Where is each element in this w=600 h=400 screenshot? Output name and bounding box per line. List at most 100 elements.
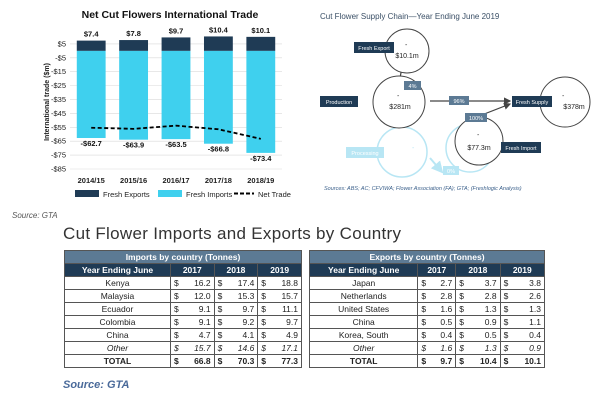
table-row: China $0.5 $0.9 $1.1 [308,315,545,329]
data-label-exports: $10.4 [209,25,229,34]
data-label-exports: $7.4 [84,30,99,39]
faded-link-2 [429,157,444,174]
value-cell: 0.4 [430,328,457,342]
currency-cell: $ [213,289,227,303]
data-labels: $7.4 -$62.7 $7.8 -$63.9 $9.7 -$63.5 $10.4 -$66.… [81,25,273,162]
exports-col-label: Year Ending June [308,263,419,277]
value-cell: 18.8 [270,276,303,290]
x-tick-label: 2014/15 [78,176,105,185]
imports-col-label: Year Ending June [64,263,171,277]
currency-cell: $ [499,276,513,290]
bar-fresh-exports [76,40,106,51]
currency-cell: $ [499,328,513,342]
production-value: $281m [389,104,411,111]
y-tick-label: -$55 [51,123,66,132]
fresh-supply-label: Fresh Supply [516,100,549,106]
fresh-import-circle [454,116,504,166]
country-cell: China [64,328,171,342]
exports-year: 2018 [455,263,501,277]
fresh-import-label: Fresh Import [505,146,537,152]
table-source: Source: GTA [63,379,130,391]
import-pct: 100% [469,116,483,122]
chart-source: Source: GTA [12,211,58,220]
value-cell: 2.8 [468,289,501,303]
legend-label-imports: Fresh Imports [186,190,233,199]
currency-cell: $ [455,354,469,368]
currency-cell: $ [169,302,183,316]
table-row: United States $1.6 $1.3 $1.3 [308,302,545,316]
production-label: Production [326,100,352,106]
table-row: Korea, South $0.4 $0.5 $0.4 [308,328,545,342]
table-row: Kenya $16.2 $17.4 $18.8 [64,276,303,290]
fresh-export-dash: - [405,42,408,49]
y-tick-label: -$75 [51,151,66,160]
imports-year: 2018 [213,263,259,277]
value-cell: 10.1 [512,354,545,368]
faded-pct-2-box [443,166,459,175]
legend-swatch-imports [158,190,182,197]
net-trade-series [91,124,261,140]
y-axis-title: International trade ($m) [44,63,51,141]
data-label-imports: -$73.4 [250,154,272,163]
currency-cell: $ [417,276,431,290]
bar-fresh-exports [161,37,191,51]
country-cell: Other [64,341,171,355]
value-cell: 1.1 [512,315,545,329]
bar-fresh-imports [119,50,149,140]
fresh-supply-value: $378m [563,104,585,111]
y-tick-label: -$15 [51,67,66,76]
country-cell: United States [308,302,419,316]
currency-cell: $ [257,315,271,329]
value-cell: 15.3 [226,289,259,303]
x-tick-label: 2017/18 [205,176,232,185]
y-tick-label: -$45 [51,109,66,118]
currency-cell: $ [257,341,271,355]
currency-cell: $ [499,315,513,329]
production-dash: - [397,93,400,100]
exports-year: 2017 [417,263,457,277]
data-label-imports: -$62.7 [81,139,102,148]
y-tick-labels: $5 -$5 -$15 -$25 -$35 -$45 -$55 -$65 -$75 -$85 [51,39,66,173]
currency-cell: $ [417,328,431,342]
value-cell: 0.9 [468,315,501,329]
fresh-export-value: $10.1m [395,53,419,60]
bar-fresh-imports [76,50,106,139]
value-cell: 1.3 [512,302,545,316]
trade-chart: Net Cut Flowers International Trade Inte… [44,9,291,199]
currency-cell: $ [257,302,271,316]
currency-cell: $ [257,289,271,303]
value-cell: 70.3 [226,354,259,368]
bar-fresh-imports [161,50,191,140]
country-cell: Korea, South [308,328,419,342]
currency-cell: $ [169,289,183,303]
currency-cell: $ [169,354,183,368]
bar-fresh-exports [246,36,276,51]
exports-table: Exports by country (Tonnes) Year Ending … [308,250,546,368]
value-cell: 1.3 [468,302,501,316]
bars [76,36,276,153]
value-cell: 2.6 [512,289,545,303]
currency-cell: $ [499,289,513,303]
value-cell: 9.2 [226,315,259,329]
country-cell: Ecuador [64,302,171,316]
value-cell: 2.7 [430,276,457,290]
value-cell: 3.7 [468,276,501,290]
data-label-imports: -$63.9 [123,141,144,150]
table-row: China $4.7 $4.1 $4.9 [64,328,303,342]
fresh-import-value: $77.3m [467,145,491,152]
value-cell: 9.7 [270,315,303,329]
country-cell: Japan [308,276,419,290]
legend: Fresh Exports Fresh Imports Net Trade [75,190,291,199]
value-cell: 15.7 [270,289,303,303]
x-tick-label: 2015/16 [120,176,147,185]
currency-cell: $ [213,354,227,368]
data-label-imports: -$63.5 [165,140,186,149]
faded-node-circle [376,126,428,178]
value-cell: 0.4 [512,328,545,342]
value-cell: 2.8 [430,289,457,303]
export-pct: 4% [409,84,417,90]
currency-cell: $ [455,289,469,303]
net-trade-line [91,124,261,140]
currency-cell: $ [169,276,183,290]
currency-cell: $ [499,302,513,316]
